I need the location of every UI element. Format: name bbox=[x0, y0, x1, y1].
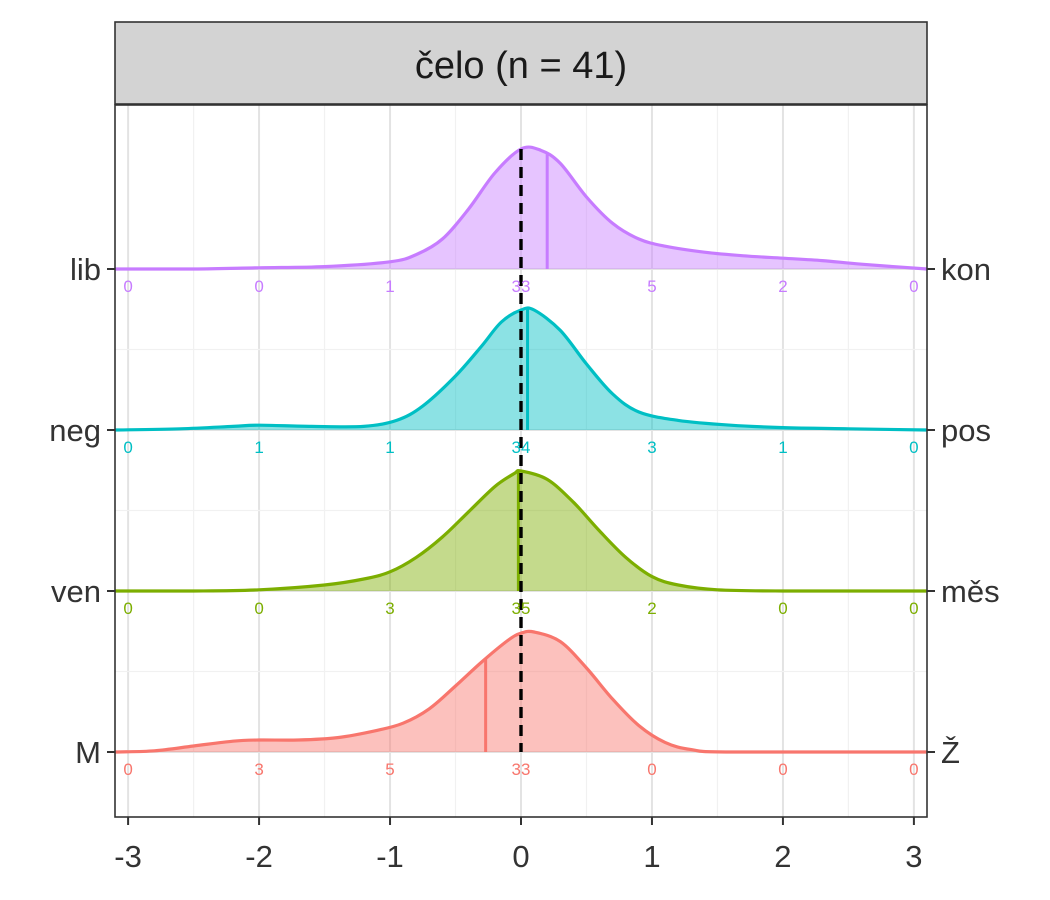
ridge-outline-neg bbox=[114, 306, 928, 432]
ridge-outline-ven bbox=[115, 468, 927, 593]
count-label: 33 bbox=[512, 277, 531, 296]
ridge-outline-lib bbox=[115, 145, 928, 271]
x-tick-label: -3 bbox=[114, 839, 142, 874]
count-label: 33 bbox=[512, 760, 531, 779]
count-label: 0 bbox=[254, 277, 263, 296]
facet-title: čelo (n = 41) bbox=[415, 45, 627, 87]
count-label: 0 bbox=[123, 277, 132, 296]
y-label-left: lib bbox=[70, 252, 101, 287]
count-label: 1 bbox=[385, 438, 394, 457]
y-axes: lib kon neg pos ven měs M Ž bbox=[49, 252, 999, 770]
ridge-outline-M bbox=[114, 629, 927, 754]
x-tick-label: -1 bbox=[376, 839, 404, 874]
y-label-left: M bbox=[75, 735, 101, 770]
count-label: 0 bbox=[778, 599, 787, 618]
y-label-left: ven bbox=[51, 574, 101, 609]
count-label: 0 bbox=[123, 599, 132, 618]
count-label: 0 bbox=[254, 599, 263, 618]
count-label: 1 bbox=[254, 438, 263, 457]
count-label: 0 bbox=[123, 760, 132, 779]
x-tick-label: 1 bbox=[643, 839, 660, 874]
count-label: 5 bbox=[385, 760, 394, 779]
facet-strip bbox=[114, 21, 928, 105]
x-axis: -3 -2 -1 0 1 2 3 bbox=[114, 817, 923, 874]
x-tick-label: 2 bbox=[774, 839, 791, 874]
count-label: 0 bbox=[123, 438, 132, 457]
count-label: 0 bbox=[909, 599, 918, 618]
count-label: 1 bbox=[778, 438, 787, 457]
count-labels: 0 0 1 33 5 2 00 1 1 34 3 1 00 0 3 35 2 0 00 3 5 33 0 0 0 bbox=[123, 277, 918, 779]
count-label: 35 bbox=[512, 599, 531, 618]
count-label: 1 bbox=[385, 277, 394, 296]
count-label: 2 bbox=[778, 277, 787, 296]
count-label: 3 bbox=[254, 760, 263, 779]
count-label: 0 bbox=[909, 438, 918, 457]
y-label-right: měs bbox=[941, 574, 1000, 609]
y-label-right: pos bbox=[941, 413, 991, 448]
count-label: 3 bbox=[647, 438, 656, 457]
count-label: 34 bbox=[512, 438, 531, 457]
y-label-left: neg bbox=[49, 413, 101, 448]
count-label: 5 bbox=[647, 277, 656, 296]
x-tick-label: 0 bbox=[512, 839, 529, 874]
count-label: 0 bbox=[778, 760, 787, 779]
count-label: 2 bbox=[647, 599, 656, 618]
y-label-right: kon bbox=[941, 252, 991, 287]
count-label: 0 bbox=[647, 760, 656, 779]
count-label: 3 bbox=[385, 599, 394, 618]
count-label: 0 bbox=[909, 760, 918, 779]
x-tick-label: -2 bbox=[245, 839, 273, 874]
count-label: 0 bbox=[909, 277, 918, 296]
x-tick-label: 3 bbox=[905, 839, 922, 874]
y-label-right: Ž bbox=[941, 735, 960, 770]
